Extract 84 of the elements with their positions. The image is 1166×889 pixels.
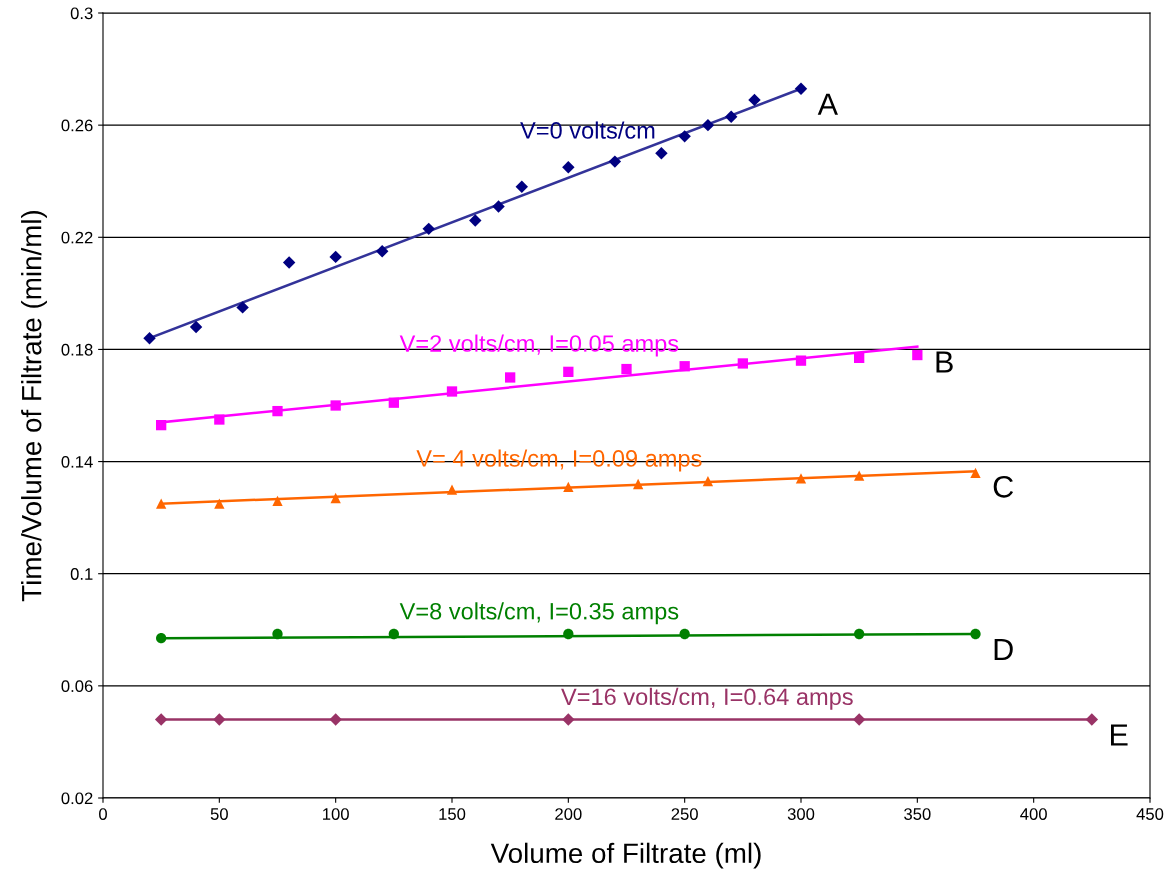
point [1085,713,1099,726]
x-tick-label: 400 [1020,808,1047,820]
y-axis-title: Time/Volume of Filtrate (min/ml) [21,210,47,602]
series-label: E [1111,724,1128,746]
series-label: V=0 volts/cm [520,121,655,139]
series-label: V=8 volts/cm, I=0.35 amps [399,602,679,625]
y-tick-label: 0.06 [61,680,93,693]
point [678,130,691,143]
point [795,355,807,366]
point [189,320,203,334]
point [794,82,808,95]
x-tick-label: 450 [1136,808,1164,820]
point [563,628,574,640]
point [282,256,296,269]
y-tick-label: 0.18 [61,343,93,356]
point [213,713,226,726]
point [854,470,865,481]
point [422,222,435,236]
x-tick-label: 50 [210,808,228,820]
x-tick-label: 200 [555,808,582,820]
point [469,214,482,227]
point [679,361,690,372]
x-tick-label: 100 [323,808,349,820]
point [515,180,529,194]
point [562,713,575,726]
series-label: A [817,93,838,115]
point [154,713,168,726]
point [702,476,714,487]
point [329,250,342,264]
y-tick-label: 0.1 [70,568,93,580]
y-tick-label: 0.14 [61,455,93,468]
point [330,492,341,504]
point [272,405,283,417]
x-tick-label: 0 [99,808,107,820]
point [912,349,923,361]
point [272,628,283,640]
point [854,628,865,640]
x-tick-label: 350 [904,808,931,820]
point [608,155,622,168]
point [563,366,574,378]
point [272,495,283,506]
point [375,245,389,258]
point [795,473,807,484]
point [621,363,632,375]
point [156,419,167,431]
point [562,160,575,174]
point [852,713,866,726]
x-axis-title: Volume of Filtrate (ml) [490,842,761,869]
point [632,478,644,490]
point [854,352,865,363]
point [236,301,249,314]
point [701,118,715,132]
x-tick-label: 150 [439,808,466,820]
point [505,372,516,383]
point [563,481,574,492]
point [143,332,156,345]
point [214,498,225,509]
series-label: B [936,351,953,373]
point [388,397,399,408]
point [329,713,342,726]
point [724,110,738,123]
point [492,200,505,213]
point [655,146,668,160]
y-tick-label: 0.26 [61,119,93,132]
point [388,628,399,640]
point [970,467,981,478]
point [748,93,761,107]
x-tick-label: 300 [787,808,815,820]
point [156,498,167,509]
point [330,400,341,411]
point [679,628,690,640]
point [156,633,167,644]
point [737,358,748,369]
y-tick-label: 0.3 [70,7,93,20]
series-label: C [993,476,1014,498]
x-tick-label: 250 [671,808,698,820]
series-label: D [994,638,1013,660]
point [446,386,458,397]
y-tick-label: 0.02 [61,792,93,805]
series-label: V=16 volts/cm, I=0.64 amps [561,687,853,710]
y-tick-label: 0.22 [61,231,93,244]
point [214,414,225,425]
point [446,484,458,495]
point [970,628,981,640]
